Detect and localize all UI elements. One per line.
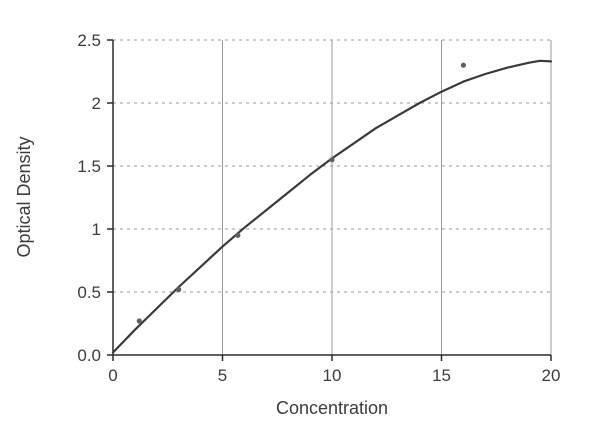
data-point-marker (136, 318, 142, 324)
y-tick-label: 2 (92, 94, 101, 113)
data-point-marker (329, 157, 335, 163)
data-point-marker (235, 232, 241, 238)
x-tick-label: 0 (108, 366, 117, 385)
x-tick-label: 15 (432, 366, 451, 385)
x-tick-label: 5 (218, 366, 227, 385)
x-axis-label: Concentration (276, 398, 388, 418)
x-tick-label: 10 (323, 366, 342, 385)
tick-marks (107, 39, 552, 361)
y-tick-label: 0.0 (77, 346, 101, 365)
data-points (136, 62, 466, 324)
y-tick-label: 1 (92, 220, 101, 239)
y-axis-label: Optical Density (14, 136, 34, 257)
y-tick-label: 2.5 (77, 31, 101, 50)
data-point-marker (460, 62, 466, 68)
tick-labels: 0 5 10 15 20 0.0 0.5 1 1.5 2 2.5 (77, 31, 560, 385)
data-point-marker (176, 286, 182, 293)
y-tick-label: 0.5 (77, 283, 101, 302)
x-tick-label: 20 (542, 366, 561, 385)
y-tick-label: 1.5 (77, 157, 101, 176)
fit-curve (111, 59, 553, 354)
gridlines (113, 39, 552, 355)
